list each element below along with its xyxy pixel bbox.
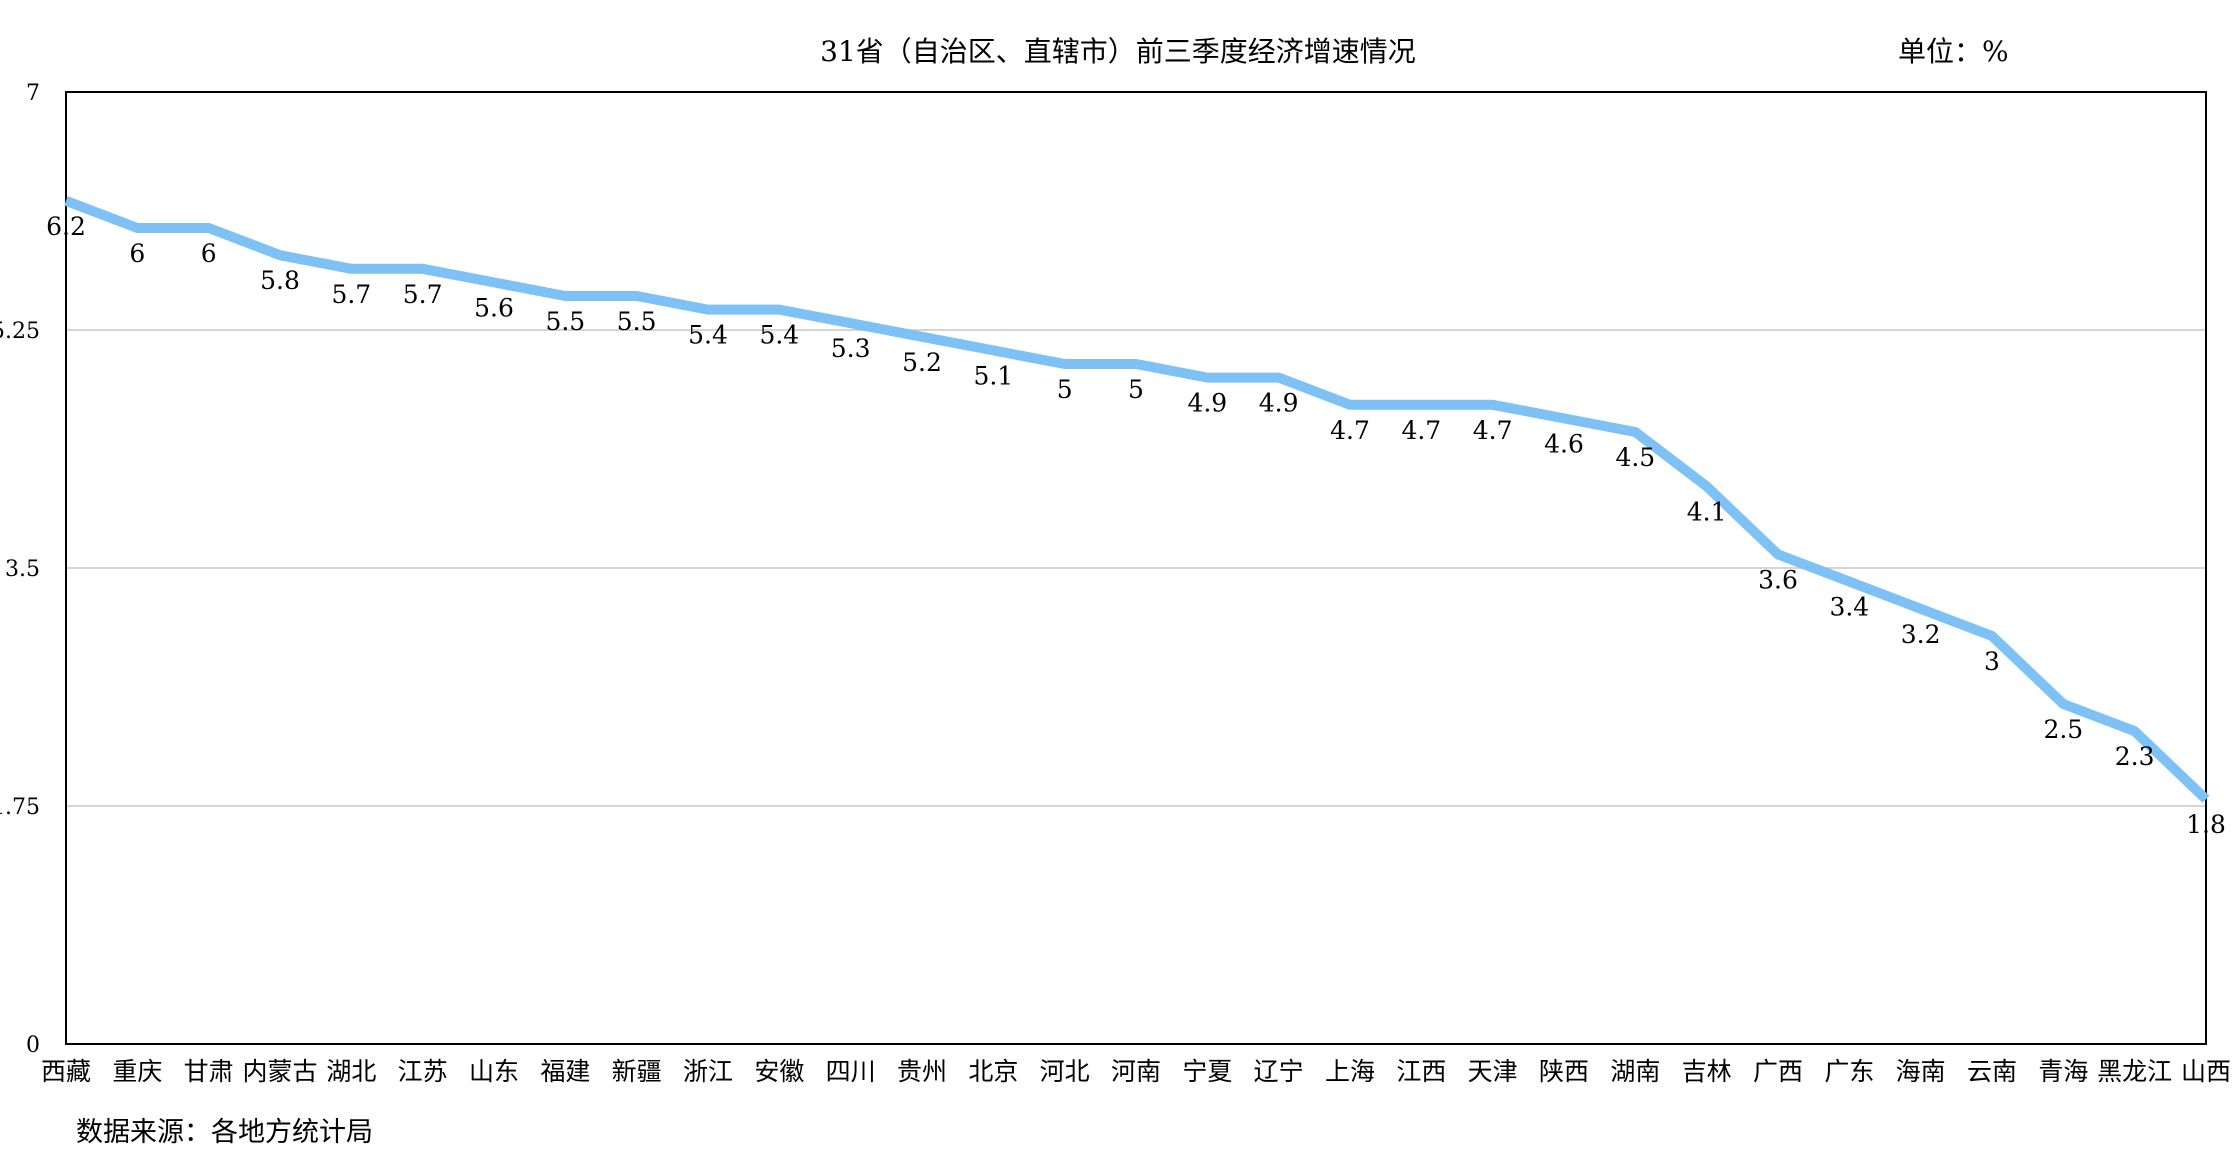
data-label: 5.8 — [260, 266, 300, 295]
series-line — [64, 196, 2210, 803]
x-tick-label: 河南 — [1111, 1057, 1161, 1086]
y-tick-label: 3.5 — [5, 557, 40, 582]
x-tick-label: 广西 — [1753, 1057, 1803, 1086]
data-label: 5.5 — [545, 307, 585, 336]
data-label: 4.7 — [1473, 416, 1513, 445]
x-tick-label: 山西 — [2181, 1057, 2231, 1086]
data-label: 5.6 — [474, 293, 514, 322]
x-tick-label: 浙江 — [683, 1057, 733, 1086]
x-tick-label: 黑龙江 — [2097, 1057, 2172, 1086]
x-tick-label: 内蒙古 — [242, 1057, 317, 1086]
chart-title: 31省（自治区、直辖市）前三季度经济增速情况 — [820, 35, 1416, 68]
data-label: 6 — [201, 239, 217, 268]
data-label: 5 — [1057, 375, 1073, 404]
x-tick-label: 广东 — [1824, 1057, 1874, 1086]
series-growth — [64, 196, 2210, 803]
grid-lines — [66, 329, 2206, 807]
data-label: 4.1 — [1687, 497, 1727, 526]
x-tick-label: 安徽 — [754, 1057, 804, 1086]
data-label: 2.5 — [2043, 715, 2083, 744]
y-tick-label: 5.25 — [0, 319, 40, 344]
x-tick-label: 辽宁 — [1254, 1057, 1304, 1086]
source-note: 数据来源：各地方统计局 — [76, 1117, 373, 1148]
x-tick-label: 陕西 — [1539, 1057, 1589, 1086]
plot-frame — [65, 91, 2207, 1045]
data-labels: 6.2 6 6 5.8 5.7 5.7 5.6 5.5 5.5 5.4 5.4 5.3 5.2 5.1 5 5… — [46, 212, 2226, 839]
x-tick-label: 福建 — [540, 1057, 590, 1086]
x-tick-label: 河北 — [1040, 1057, 1090, 1086]
x-tick-label: 江苏 — [398, 1057, 448, 1086]
data-label: 4.9 — [1187, 389, 1227, 418]
x-tick-label: 湖南 — [1610, 1057, 1660, 1086]
data-label: 3.6 — [1758, 565, 1798, 594]
data-label: 5 — [1128, 375, 1144, 404]
x-tick-label: 天津 — [1468, 1057, 1518, 1086]
data-label: 4.9 — [1259, 389, 1299, 418]
y-axis-ticks: 0 1.75 3.5 5.25 7 — [0, 81, 40, 1058]
data-label: 5.2 — [902, 348, 942, 377]
x-tick-label: 宁夏 — [1182, 1057, 1232, 1086]
data-label: 5.7 — [331, 280, 371, 309]
x-tick-label: 海南 — [1896, 1057, 1946, 1086]
data-label: 5.4 — [759, 321, 799, 350]
data-label: 5.3 — [831, 334, 871, 363]
data-label: 3 — [1984, 647, 2000, 676]
data-label: 5.5 — [617, 307, 657, 336]
x-tick-label: 西藏 — [41, 1057, 91, 1086]
x-axis-ticks: 西藏 重庆 甘肃 内蒙古 湖北 江苏 山东 福建 新疆 浙江 安徽 四川 贵州 北京 河北 河南 宁夏 辽宁 上海江… — [41, 1057, 2231, 1086]
data-label: 6.2 — [46, 212, 86, 241]
data-label: 4.7 — [1330, 416, 1370, 445]
x-tick-label: 上海 — [1325, 1057, 1375, 1086]
x-tick-label: 北京 — [968, 1057, 1018, 1086]
x-tick-label: 吉林 — [1682, 1057, 1732, 1086]
x-tick-label: 甘肃 — [184, 1057, 234, 1086]
x-tick-label: 贵州 — [897, 1057, 947, 1086]
data-label: 1.8 — [2186, 810, 2226, 839]
y-tick-label: 1.75 — [0, 795, 40, 820]
x-tick-label: 云南 — [1967, 1057, 2017, 1086]
y-tick-label: 7 — [26, 81, 40, 106]
x-tick-label: 四川 — [826, 1057, 876, 1086]
data-label: 6 — [129, 239, 145, 268]
x-tick-label: 湖北 — [326, 1057, 376, 1086]
data-label: 5.7 — [403, 280, 443, 309]
x-tick-label: 青海 — [2038, 1057, 2088, 1086]
x-tick-label: 新疆 — [612, 1057, 662, 1086]
x-tick-label: 江西 — [1396, 1057, 1446, 1086]
x-tick-label: 山东 — [469, 1057, 519, 1086]
data-label: 2.3 — [2115, 742, 2155, 771]
data-label: 4.5 — [1615, 443, 1655, 472]
unit-label: 单位：% — [1898, 35, 2009, 68]
y-tick-label: 0 — [26, 1033, 40, 1058]
data-label: 5.1 — [973, 361, 1013, 390]
data-label: 3.2 — [1901, 620, 1941, 649]
data-label: 4.7 — [1401, 416, 1441, 445]
data-label: 3.4 — [1829, 593, 1869, 622]
x-tick-label: 重庆 — [112, 1057, 162, 1086]
data-label: 5.4 — [688, 321, 728, 350]
data-label: 4.6 — [1544, 429, 1584, 458]
